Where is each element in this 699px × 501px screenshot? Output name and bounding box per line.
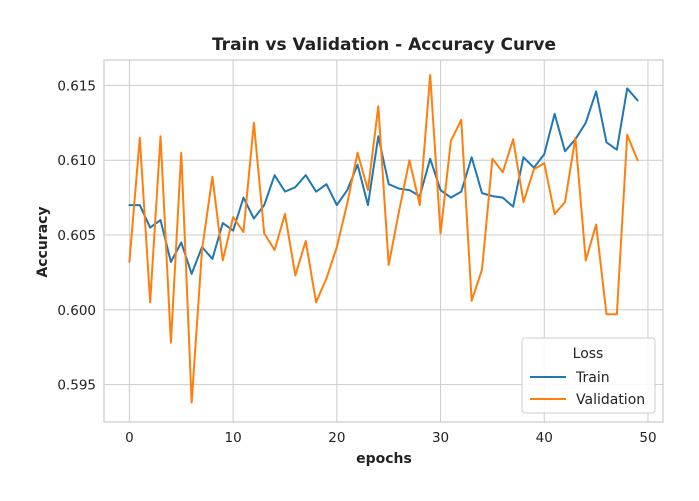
legend-label-validation: Validation	[576, 392, 645, 408]
y-tick-label: 0.610	[57, 153, 96, 169]
y-axis-ticks: 0.595 0.600 0.605 0.610 0.615	[57, 78, 96, 393]
y-tick-label: 0.615	[57, 78, 96, 94]
y-tick-label: 0.600	[57, 303, 96, 319]
plot-frame	[103, 59, 664, 423]
legend: Loss Train Validation	[521, 337, 656, 414]
y-axis-label: Accuracy	[35, 206, 51, 277]
series-lines	[128, 73, 639, 404]
chart-title: Train vs Validation - Accuracy Curve	[212, 35, 556, 55]
legend-title: Loss	[573, 346, 604, 362]
series-line-validation	[128, 73, 639, 404]
series-line-train	[128, 87, 639, 275]
x-tick-label: 10	[225, 430, 242, 446]
y-tick-label: 0.605	[57, 228, 96, 244]
y-tick-label: 0.595	[57, 378, 96, 394]
grid	[104, 60, 663, 422]
x-axis-label: epochs	[356, 451, 412, 467]
x-tick-label: 50	[639, 430, 656, 446]
x-axis-ticks: 0 10 20 30 40 50	[125, 430, 656, 446]
x-tick-label: 40	[536, 430, 553, 446]
x-tick-label: 30	[432, 430, 449, 446]
legend-label-train: Train	[575, 370, 610, 386]
x-tick-label: 20	[328, 430, 345, 446]
x-tick-label: 0	[125, 430, 134, 446]
legend-box	[521, 337, 656, 414]
